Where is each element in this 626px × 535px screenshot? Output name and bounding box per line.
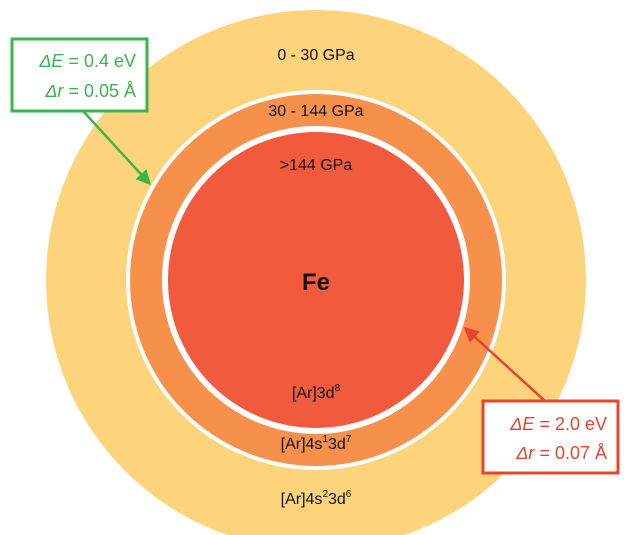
annotation-inner-arrow xyxy=(463,326,546,402)
config-middle-sup1: 1 xyxy=(322,434,328,445)
config-outer-sup1: 2 xyxy=(322,489,328,500)
core-layer xyxy=(168,132,464,428)
config-label-core: [Ar]3d8 xyxy=(292,383,341,402)
config-outer-mid: 3d xyxy=(328,491,346,508)
annotation-inner-energy: ΔE = 2.0 eV xyxy=(509,414,607,434)
annotation-outer-radius-value: = 0.05 Å xyxy=(63,81,136,101)
annotation-inner-energy-value: = 2.0 eV xyxy=(534,414,607,434)
config-outer-base: [Ar]4s xyxy=(281,491,323,508)
pressure-label-outer: 0 - 30 GPa xyxy=(277,47,354,64)
element-symbol: Fe xyxy=(302,269,330,296)
annotation-box-outer-transition xyxy=(10,37,149,113)
config-label-outer: [Ar]4s23d6 xyxy=(281,489,352,508)
annotation-outer-energy-value: = 0.4 eV xyxy=(63,51,136,71)
config-label-middle: [Ar]4s13d7 xyxy=(281,434,352,453)
annotation-box-inner-transition xyxy=(481,399,620,475)
config-core-sup1: 8 xyxy=(335,383,341,394)
annotation-inner-radius-symbol: Δr xyxy=(515,443,535,463)
config-middle-sup2: 7 xyxy=(346,434,352,445)
annotation-inner-energy-symbol: ΔE xyxy=(509,414,535,434)
config-outer-sup2: 6 xyxy=(346,489,352,500)
annotation-outer-radius-symbol: Δr xyxy=(44,81,64,101)
annotation-outer-energy-symbol: ΔE xyxy=(38,51,64,71)
config-core-base: [Ar]3d xyxy=(292,385,335,402)
annotation-outer-radius: Δr = 0.05 Å xyxy=(44,81,136,101)
annotation-inner-radius-value: = 0.07 Å xyxy=(534,443,607,463)
config-middle-base: [Ar]4s xyxy=(281,436,323,453)
annotation-outer-energy: ΔE = 0.4 eV xyxy=(38,51,136,71)
annotation-outer-arrow xyxy=(82,110,152,186)
config-middle-mid: 3d xyxy=(328,436,346,453)
pressure-label-core: >144 GPa xyxy=(280,157,353,174)
annotation-inner-radius: Δr = 0.07 Å xyxy=(515,443,607,463)
pressure-label-middle: 30 - 144 GPa xyxy=(268,103,363,120)
